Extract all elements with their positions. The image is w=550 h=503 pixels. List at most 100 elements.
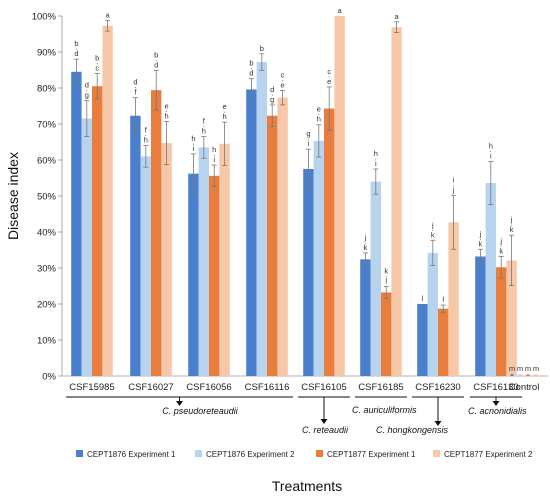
significance-dot: · xyxy=(96,59,99,68)
category-label: CSF16185 xyxy=(358,382,403,393)
bar-csf16116-s3 xyxy=(267,115,278,376)
y-tick-label: 0% xyxy=(42,372,56,383)
significance-dot: · xyxy=(86,86,89,95)
group-arrow-head xyxy=(176,401,183,406)
legend-swatch xyxy=(195,450,202,457)
significance-letter: i xyxy=(213,155,215,164)
category-label: Control xyxy=(509,382,540,393)
species-label: C. auriculiformis xyxy=(352,405,417,415)
bar-csf16185-s1 xyxy=(360,259,371,376)
bar-csf16105-s3 xyxy=(324,108,335,377)
category-label: CSF16056 xyxy=(186,382,231,393)
significance-letter: h xyxy=(212,145,216,154)
significance-letter: m xyxy=(525,364,531,373)
significance-dot: · xyxy=(271,90,274,99)
y-tick-label: 70% xyxy=(37,120,57,131)
significance-dot: · xyxy=(145,131,148,140)
bar-csf16130-s3 xyxy=(496,267,507,376)
significance-dot: · xyxy=(452,180,455,189)
y-tick-label: 10% xyxy=(37,336,57,347)
bar-csf16056-s2 xyxy=(198,147,209,376)
significance-letter: a xyxy=(395,12,400,21)
bar-csf16230-s1 xyxy=(417,304,428,376)
significance-letter: a xyxy=(338,6,343,15)
significance-letter: d xyxy=(270,85,274,94)
significance-letter: h xyxy=(374,149,378,158)
category-label: CSF16105 xyxy=(301,382,346,393)
bar-csf16105-s4 xyxy=(334,16,345,376)
species-label: C. hongkongensis xyxy=(376,425,449,435)
significance-letter: c xyxy=(327,67,331,76)
significance-letter: m xyxy=(517,364,523,373)
bar-control-s1 xyxy=(510,374,514,376)
legend: CEPT1876 Experiment 1 CEPT1876 Experiment… xyxy=(76,450,533,459)
significance-letter: e xyxy=(317,105,321,114)
significance-letter: h xyxy=(489,141,493,150)
significance-letter: k xyxy=(499,246,503,255)
significance-letter: g xyxy=(270,95,274,104)
significance-letter: m xyxy=(533,364,539,373)
group-arrow-head xyxy=(434,421,442,426)
y-tick-label: 20% xyxy=(37,300,57,311)
significance-letter: l xyxy=(442,295,444,304)
bar-csf15985-s2 xyxy=(81,118,92,376)
significance-letter: i xyxy=(453,175,455,184)
significance-dot: · xyxy=(213,150,216,159)
significance-dot: · xyxy=(155,55,158,64)
bar-control-s2 xyxy=(518,374,522,376)
significance-dot: · xyxy=(250,64,253,73)
bar-csf16185-s2 xyxy=(370,181,381,376)
significance-dot: · xyxy=(134,83,137,92)
species-label: C. acnonidialis xyxy=(468,406,527,416)
significance-letter: k xyxy=(479,239,483,248)
y-tick-label: 50% xyxy=(37,192,57,203)
category-label: CSF16230 xyxy=(415,382,460,393)
significance-dot: · xyxy=(307,134,310,143)
species-label: C. reteaudii xyxy=(302,425,349,435)
y-tick-label: 90% xyxy=(37,48,57,59)
significance-letter: e xyxy=(165,101,169,110)
significance-letter: h xyxy=(191,134,195,143)
significance-letter: i xyxy=(193,144,195,153)
significance-letter: c xyxy=(281,71,285,80)
significance-dot: · xyxy=(479,234,482,243)
significance-letter: h xyxy=(202,127,206,136)
significance-dot: · xyxy=(364,238,367,247)
significance-letter: h xyxy=(317,115,321,124)
significance-letter: b xyxy=(249,59,253,68)
significance-letter: j xyxy=(499,236,502,245)
x-category-labels: CSF15985 CSF16027 CSF16056 CSF16116 CSF16105… xyxy=(69,382,539,393)
bar-csf16116-s4 xyxy=(277,97,288,376)
bar-csf16056-s3 xyxy=(209,175,220,376)
bar-csf16105-s1 xyxy=(303,169,314,376)
bar-csf16130-s4 xyxy=(506,260,517,376)
legend-label: CEPT1876 Experiment 2 xyxy=(206,450,295,459)
significance-dot: · xyxy=(165,106,168,115)
significance-letter: m xyxy=(509,364,515,373)
significance-letter: d xyxy=(85,81,89,90)
bar-csf16185-s4 xyxy=(391,27,402,376)
y-tick-label: 40% xyxy=(37,228,57,239)
bar-csf16230-s2 xyxy=(427,252,438,376)
significance-letter: g xyxy=(306,129,310,138)
significance-letter: i xyxy=(375,159,377,168)
significance-letter: f xyxy=(203,117,206,126)
significance-dot: · xyxy=(385,271,388,280)
bar-csf16116-s2 xyxy=(256,62,267,377)
bar-csf16027-s2 xyxy=(140,156,151,376)
significance-letter: b xyxy=(154,50,158,59)
group-arrow-head xyxy=(320,419,328,424)
significance-letter: d xyxy=(74,49,78,58)
significance-letter: i xyxy=(490,151,492,160)
significance-letter: j xyxy=(510,215,513,224)
significance-letter: e xyxy=(327,77,331,86)
bar-csf16027-s3 xyxy=(151,90,162,376)
significance-dot: · xyxy=(500,241,503,250)
bar-csf15985-s3 xyxy=(92,86,103,376)
legend-swatch xyxy=(76,450,83,457)
bar-csf16105-s2 xyxy=(313,140,324,376)
significance-dot: · xyxy=(75,44,78,53)
category-label: CSF15985 xyxy=(69,382,114,393)
significance-letter: d xyxy=(249,69,253,78)
